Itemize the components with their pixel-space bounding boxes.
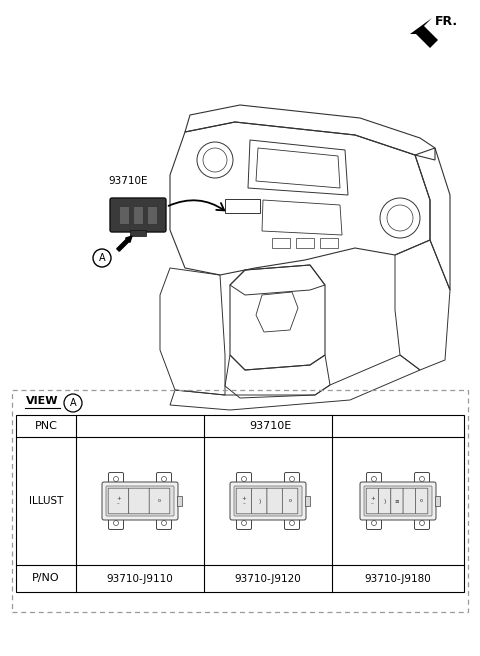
Bar: [133, 206, 143, 224]
FancyArrowPatch shape: [168, 200, 224, 211]
FancyBboxPatch shape: [129, 488, 149, 514]
Text: +: +: [116, 497, 121, 501]
Text: ≡: ≡: [395, 499, 399, 504]
FancyBboxPatch shape: [106, 486, 174, 516]
Bar: [177, 496, 181, 506]
Text: ): ): [258, 499, 261, 504]
FancyBboxPatch shape: [366, 488, 379, 514]
Text: P/NO: P/NO: [32, 573, 60, 583]
Text: o: o: [420, 499, 423, 504]
Text: 93710E: 93710E: [249, 421, 291, 431]
Text: VIEW: VIEW: [26, 396, 59, 406]
FancyBboxPatch shape: [234, 486, 302, 516]
FancyBboxPatch shape: [391, 488, 403, 514]
FancyBboxPatch shape: [252, 488, 267, 514]
FancyBboxPatch shape: [230, 482, 306, 520]
Text: A: A: [99, 253, 105, 263]
Bar: [225, 199, 260, 213]
Text: o: o: [158, 499, 161, 504]
Text: 93710E: 93710E: [108, 176, 148, 186]
FancyBboxPatch shape: [102, 482, 178, 520]
Text: FR.: FR.: [435, 15, 458, 28]
FancyBboxPatch shape: [236, 488, 252, 514]
Text: PNC: PNC: [35, 421, 58, 431]
Text: –: –: [371, 501, 374, 506]
Text: 93710-J9180: 93710-J9180: [365, 573, 432, 583]
FancyBboxPatch shape: [364, 486, 432, 516]
FancyBboxPatch shape: [267, 488, 282, 514]
Bar: [12, 390, 468, 612]
Text: ILLUST: ILLUST: [29, 496, 63, 506]
Bar: [119, 206, 129, 224]
Text: +: +: [370, 497, 375, 501]
FancyArrow shape: [117, 236, 132, 251]
Bar: [434, 496, 440, 506]
Text: A: A: [70, 398, 76, 408]
Bar: [130, 230, 146, 236]
FancyBboxPatch shape: [403, 488, 416, 514]
Text: 93710-J9120: 93710-J9120: [235, 573, 301, 583]
Text: +: +: [241, 497, 246, 501]
Bar: [320, 238, 338, 248]
Bar: [147, 206, 157, 224]
Text: –: –: [242, 501, 245, 506]
Bar: [272, 238, 290, 248]
FancyBboxPatch shape: [110, 198, 166, 232]
FancyBboxPatch shape: [149, 488, 170, 514]
FancyBboxPatch shape: [379, 488, 391, 514]
Text: ): ): [384, 499, 386, 504]
Text: o: o: [288, 499, 291, 504]
Text: 93710-J9110: 93710-J9110: [107, 573, 173, 583]
FancyBboxPatch shape: [108, 488, 129, 514]
Bar: [16, 415, 464, 592]
Bar: [304, 496, 310, 506]
Bar: [296, 238, 314, 248]
Text: –: –: [117, 501, 120, 506]
FancyBboxPatch shape: [360, 482, 436, 520]
FancyBboxPatch shape: [415, 488, 428, 514]
FancyBboxPatch shape: [282, 488, 298, 514]
Polygon shape: [410, 18, 438, 48]
